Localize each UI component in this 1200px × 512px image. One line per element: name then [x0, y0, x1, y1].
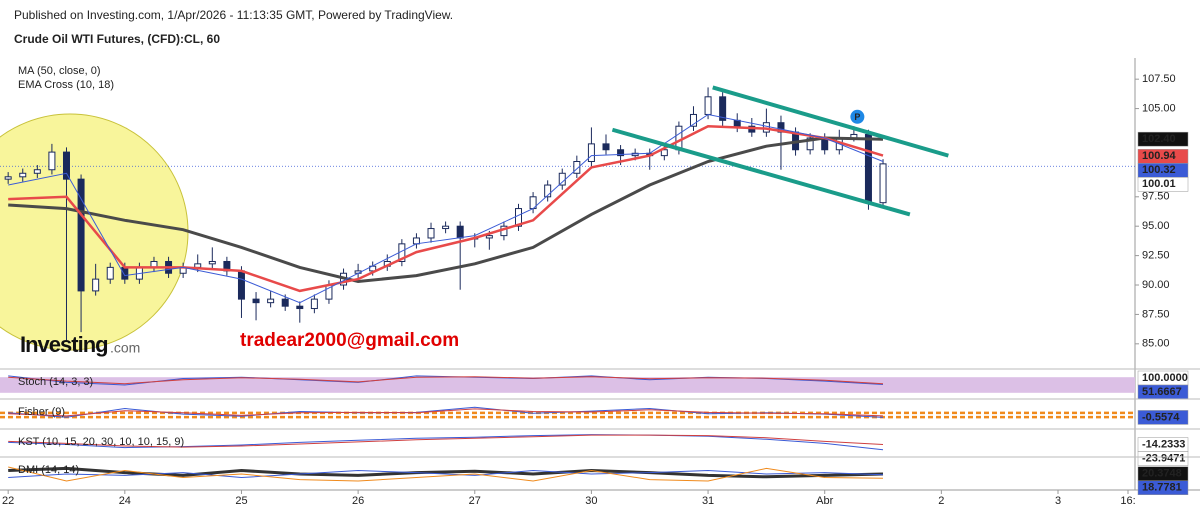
price-label: 100.94 — [1142, 150, 1177, 162]
candle-body — [267, 298, 275, 304]
candle-body — [4, 176, 12, 180]
price-label-box — [1137, 177, 1189, 192]
watermark-suffix: .com — [110, 340, 140, 356]
price-label-box — [1137, 131, 1189, 147]
candle-body — [864, 133, 872, 204]
candle-body — [194, 263, 202, 268]
watermark-brand: Investing — [20, 332, 108, 357]
x-tick-label: 30 — [585, 495, 597, 507]
candle-body — [617, 149, 625, 157]
candle-body — [558, 172, 566, 186]
candle-body — [77, 178, 85, 292]
candle-body — [92, 278, 100, 292]
x-tick-label: 2 — [938, 495, 944, 507]
price-label: 51.6667 — [1142, 386, 1182, 398]
candle-body — [879, 163, 887, 204]
price-label: 100.32 — [1142, 164, 1176, 176]
event-marker-label: P — [854, 112, 860, 122]
y-tick-label: 85.00 — [1142, 338, 1170, 350]
candle-body — [806, 137, 814, 151]
panel-title: DMI (14, 14) — [18, 464, 79, 476]
candle-body — [19, 172, 27, 178]
candle-body — [456, 225, 464, 239]
x-tick-label: 22 — [2, 495, 14, 507]
price-label: -0.5574 — [1142, 411, 1180, 423]
indicator-line — [8, 434, 884, 448]
x-tick-label: 27 — [469, 495, 481, 507]
price-label-box — [1137, 451, 1189, 466]
candle-body — [310, 298, 318, 310]
price-label: 20.3748 — [1142, 468, 1182, 480]
price-label: -14.2333 — [1142, 439, 1185, 451]
y-tick-label: 87.50 — [1142, 308, 1170, 320]
x-tick-label: 3 — [1055, 495, 1061, 507]
candle-body — [515, 208, 523, 227]
price-label: 102.40 — [1142, 133, 1176, 145]
candle-body — [106, 266, 114, 280]
candle-body — [689, 113, 697, 127]
annotation: tradear2000@gmail.com — [240, 330, 459, 351]
candle-body — [544, 184, 552, 198]
x-tick-label: 16: — [1120, 495, 1135, 507]
candle-body — [660, 149, 668, 157]
x-tick-label: 25 — [235, 495, 247, 507]
event-marker — [850, 109, 865, 124]
candle-body — [412, 237, 420, 245]
symbol-title: Crude Oil WTI Futures, (CFD):CL, 60 — [14, 32, 220, 46]
candle-body — [62, 151, 70, 180]
candle-body — [719, 96, 727, 121]
candle-body — [485, 235, 493, 239]
published-line: Published on Investing.com, 1/Apr/2026 -… — [14, 8, 453, 22]
candle-body — [602, 143, 610, 151]
price-label: -23.9471 — [1142, 453, 1185, 465]
candle-body — [237, 270, 245, 300]
y-tick-label: 92.50 — [1142, 250, 1170, 262]
indicator-line — [8, 376, 884, 385]
indicator-line — [8, 408, 884, 417]
plot-layer: 22 24 25 26 27 30 31 Abr 2 3 16: 85.00 87.50 90.00 92.… — [0, 73, 1200, 507]
candle-body — [252, 298, 260, 304]
channel-line — [611, 127, 911, 217]
panel-title: Stoch (14, 3, 3) — [18, 376, 93, 388]
candle-body — [573, 161, 581, 174]
price-label: 100.01 — [1142, 178, 1176, 190]
price-label-box — [1137, 480, 1189, 495]
channel-line — [712, 85, 949, 158]
panel-title: KST (10, 15, 20, 30, 10, 10, 15, 9) — [18, 436, 184, 448]
x-tick-label: Abr — [816, 495, 833, 507]
indicator-band — [0, 377, 1135, 393]
y-tick-label: 90.00 — [1142, 279, 1170, 291]
candle-body — [587, 143, 595, 163]
x-tick-label: 24 — [119, 495, 131, 507]
x-tick-label: 31 — [702, 495, 714, 507]
indicator-line — [8, 113, 884, 304]
indicator-line — [8, 136, 884, 284]
indicator-line — [8, 124, 884, 293]
indicator-line — [8, 434, 884, 451]
indicator-line — [8, 466, 884, 482]
candle-body — [48, 151, 56, 171]
y-tick-label: 107.50 — [1142, 73, 1176, 85]
candle-body — [121, 266, 129, 280]
indicator-label: EMA Cross (10, 18) — [18, 79, 114, 91]
candle-body — [281, 298, 289, 307]
candle-body — [427, 228, 435, 239]
price-label: 18.7781 — [1142, 482, 1182, 494]
y-tick-label: 95.00 — [1142, 220, 1170, 232]
y-tick-label: 105.00 — [1142, 102, 1176, 114]
candle-body — [208, 260, 216, 265]
indicator-label: MA (50, close, 0) — [18, 65, 101, 77]
candle-body — [442, 225, 450, 230]
candle-body — [33, 169, 41, 174]
x-tick-label: 26 — [352, 495, 364, 507]
price-label: 100.0000 — [1142, 372, 1188, 384]
y-tick-label: 97.50 — [1142, 191, 1170, 203]
panel-title: Fisher (9) — [18, 406, 65, 418]
candle-body — [704, 96, 712, 115]
price-label-box — [1137, 410, 1189, 425]
candle-body — [296, 305, 304, 310]
